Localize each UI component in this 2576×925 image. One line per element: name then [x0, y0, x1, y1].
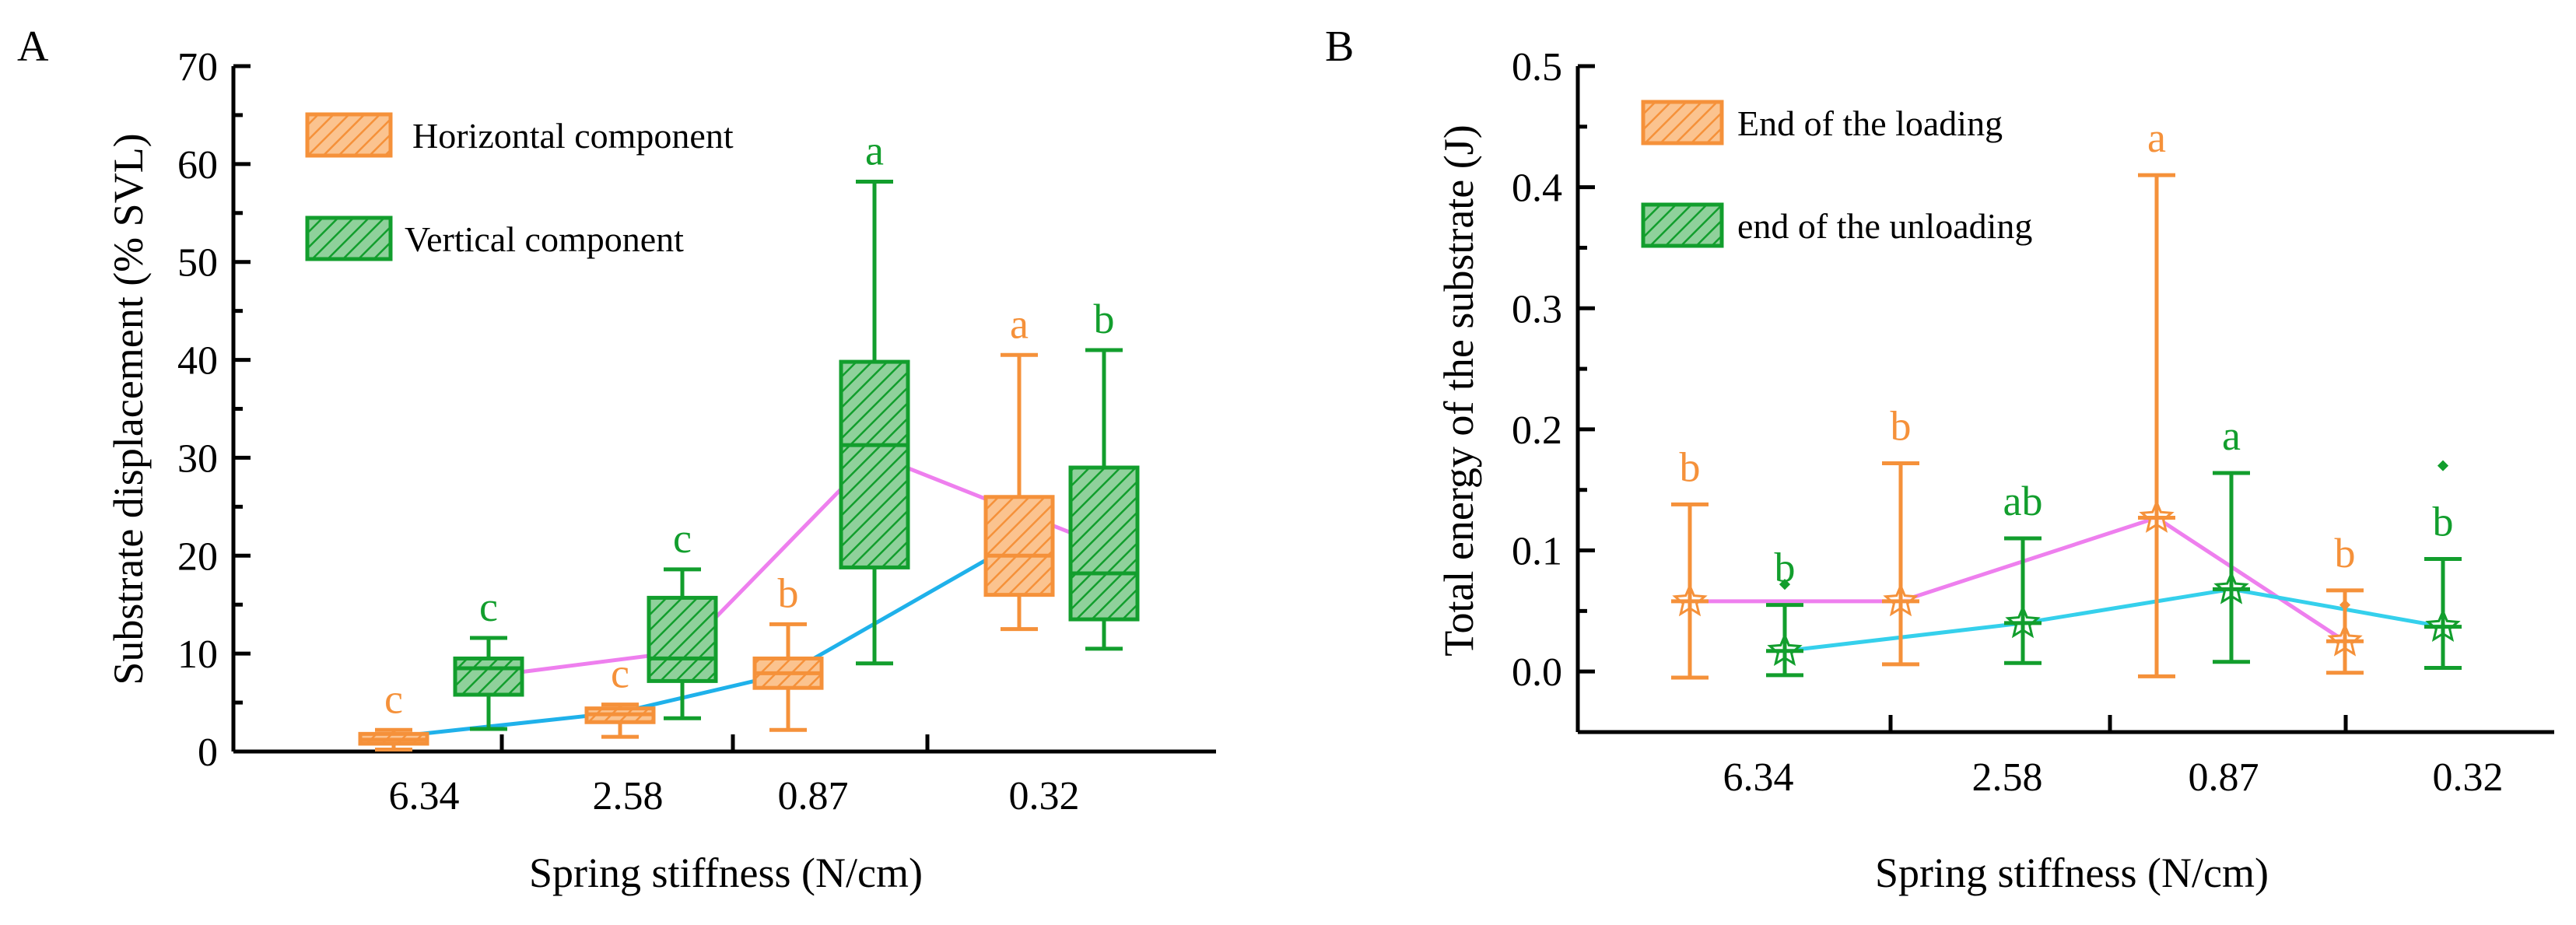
panel-b-errorbar-unloading-6.34: b — [1766, 545, 1803, 678]
box-iqr — [453, 656, 524, 697]
significance-letter: a — [865, 128, 884, 174]
panel-a-box-horizontal-0.87: b — [752, 569, 824, 732]
panel-a-x-tick-label: 6.34 — [389, 774, 460, 818]
legend-label-unloading: end of the unloading — [1737, 206, 2032, 246]
panel-b-y-tick-label: 0.2 — [1512, 408, 1562, 453]
panel-a-label: A — [17, 23, 49, 71]
significance-letter: a — [2147, 114, 2166, 161]
panel-a-x-tick-label: 0.32 — [1009, 774, 1080, 818]
panel-a-x-tick-label: 2.58 — [593, 774, 664, 818]
significance-letter: b — [2335, 530, 2356, 576]
panel-a-box-horizontal-0.32: a — [983, 300, 1055, 632]
panel-a-box-vertical-0.32: b — [1068, 296, 1140, 651]
panel-b-y-tick-label: 0.3 — [1512, 287, 1562, 331]
trend-line-unloading — [1784, 587, 2444, 653]
legend-label-loading: End of the loading — [1737, 103, 2003, 143]
panel-b-axes: 0.0 0.1 0.2 0.3 0.4 0.5 6.34 2.58 0.87 0.32 — [1512, 45, 2554, 800]
panel-a-y-tick-label: 70 — [177, 45, 218, 89]
panel-a-y-tick-label: 60 — [177, 143, 218, 187]
significance-letter: b — [778, 569, 799, 616]
panel-b-legend: End of the loading end of the unloading — [1641, 100, 2032, 248]
panel-b-errorbar-loading-6.34: b — [1671, 443, 1709, 680]
trend-line-loading — [1690, 515, 2346, 643]
panel-b-errorbar-unloading-0.87: a — [2213, 412, 2250, 664]
significance-letter: c — [384, 675, 403, 722]
significance-letter: ab — [2003, 478, 2043, 524]
outlier-point — [2437, 460, 2449, 471]
panel-a-y-axis-title: Substrate displacement (% SVL) — [105, 133, 152, 685]
legend-label-vertical: Vertical component — [405, 219, 684, 259]
panel-a-axes: 0 10 20 30 40 50 60 70 6.34 2.58 0.87 0.32 — [177, 45, 1216, 818]
panel-a-boxes: c c b a c c a b — [358, 128, 1140, 752]
significance-letter: a — [2222, 412, 2241, 459]
panel-b-y-tick-label: 0.4 — [1512, 166, 1562, 211]
legend-swatch-loading — [1641, 100, 1724, 145]
significance-letter: b — [1891, 402, 1912, 449]
trend-line-horizontal — [393, 539, 1021, 739]
legend-swatch-vertical — [305, 215, 393, 261]
significance-letter: b — [2433, 498, 2454, 545]
panel-b-x-tick-label: 0.32 — [2433, 755, 2504, 800]
panel-a-x-axis-title: Spring stiffness (N/cm) — [529, 850, 923, 896]
panel-b-x-tick-label: 0.87 — [2189, 755, 2259, 800]
panel-b-y-tick-label: 0.1 — [1512, 530, 1562, 574]
panel-b-x-axis-title: Spring stiffness (N/cm) — [1875, 850, 2269, 896]
box-iqr — [839, 359, 910, 569]
panel-a-x-tick-label: 0.87 — [778, 774, 849, 818]
legend-swatch-horizontal — [305, 112, 393, 158]
box-iqr — [647, 595, 718, 683]
legend-label-horizontal: Horizontal component — [412, 116, 734, 156]
panel-b-errorbar-unloading-2.58: ab — [2003, 478, 2043, 665]
significance-letter: c — [673, 515, 692, 562]
panel-b-errorbar-unloading-0.32: b — [2424, 460, 2462, 671]
panel-a-legend: Horizontal component Vertical component — [305, 112, 734, 261]
panel-b-x-tick-label: 6.34 — [1723, 755, 1794, 800]
panel-b: B Total energy of the substrate (J) Spri… — [1325, 23, 2554, 896]
panel-b-errorbar-loading-0.87: a — [2138, 114, 2175, 678]
box-iqr — [1068, 465, 1140, 622]
panel-a-box-horizontal-2.58: c — [584, 650, 656, 739]
panel-a-y-tick-label: 10 — [177, 632, 218, 677]
panel-a-y-tick-label: 30 — [177, 436, 218, 481]
panel-a-y-tick-label: 0 — [198, 731, 218, 775]
significance-letter: b — [1680, 443, 1701, 490]
panel-a-y-tick-label: 40 — [177, 339, 218, 384]
panel-b-x-tick-label: 2.58 — [1972, 755, 2043, 800]
panel-b-errorbar-loading-0.32: b — [2326, 530, 2364, 675]
panel-b-errorbar-loading-2.58: b — [1882, 402, 1919, 667]
panel-b-y-tick-label: 0.5 — [1512, 45, 1562, 89]
panel-a-box-horizontal-6.34: c — [358, 675, 429, 752]
panel-b-y-tick-label: 0.0 — [1512, 650, 1562, 695]
panel-a: A Substrate displacement (% SVL) Spring … — [17, 23, 1216, 896]
significance-letter: b — [1775, 545, 1796, 591]
panel-b-label: B — [1325, 23, 1354, 71]
panel-b-y-axis-title: Total energy of the substrate (J) — [1435, 124, 1482, 657]
panel-a-box-vertical-6.34: c — [453, 583, 524, 731]
panel-a-box-vertical-0.87: a — [839, 128, 910, 666]
panel-a-y-tick-label: 50 — [177, 241, 218, 286]
significance-letter: c — [479, 583, 498, 630]
significance-letter: c — [611, 650, 629, 697]
legend-swatch-unloading — [1641, 202, 1724, 248]
box-iqr — [983, 495, 1055, 597]
significance-letter: a — [1010, 300, 1029, 347]
panel-a-box-vertical-2.58: c — [647, 515, 718, 720]
panel-a-y-tick-label: 20 — [177, 534, 218, 579]
significance-letter: b — [1094, 296, 1115, 342]
